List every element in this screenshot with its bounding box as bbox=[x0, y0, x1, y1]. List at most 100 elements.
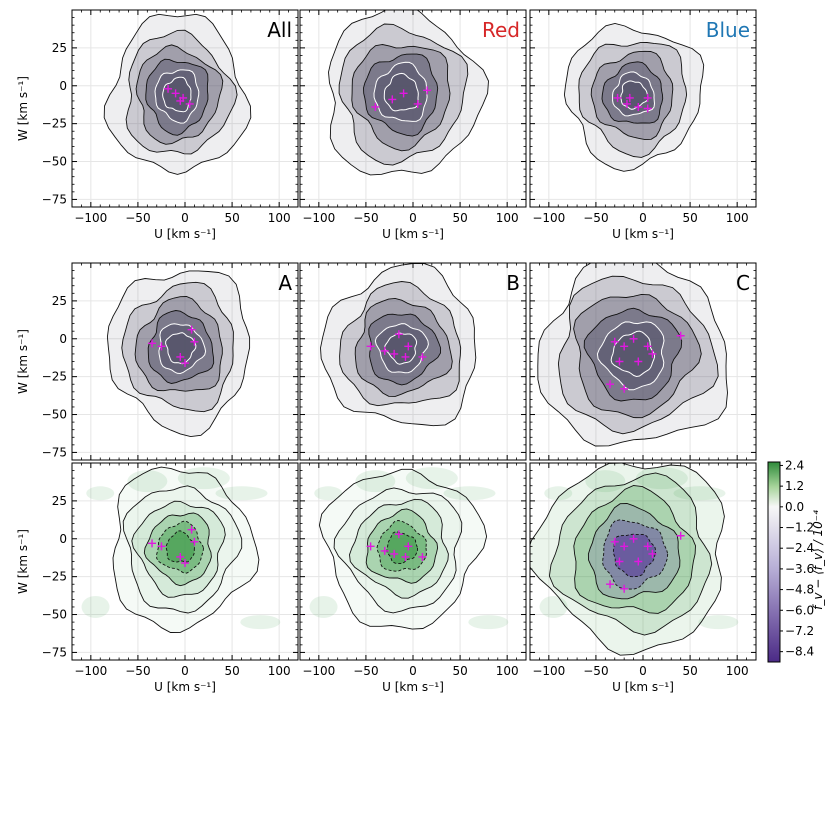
colorbar-tick-label: 1.2 bbox=[785, 479, 804, 493]
contour-line bbox=[156, 520, 204, 574]
peak-marker bbox=[423, 86, 432, 95]
x-tick-label: −100 bbox=[74, 211, 107, 225]
peak-marker bbox=[413, 99, 422, 108]
x-axis-label: U [km s⁻¹] bbox=[612, 227, 674, 241]
x-tick-label: −100 bbox=[532, 211, 565, 225]
panel-c: C bbox=[529, 262, 757, 461]
panel-c-residual: −100 −50 0 50 100 U [km s⁻¹] bbox=[529, 462, 757, 694]
peak-marker bbox=[620, 342, 629, 351]
contour-line bbox=[165, 530, 196, 563]
panel-all: All −100 −50 0 50 100 U [km s⁻¹] 25 0 −25 −50 −75 W … bbox=[16, 9, 299, 241]
contour-line bbox=[373, 61, 428, 122]
residual-patch bbox=[443, 486, 496, 501]
y-tick-label: 0 bbox=[59, 332, 67, 346]
contour-line bbox=[135, 44, 224, 145]
contour-line bbox=[134, 296, 223, 392]
x-tick-label: 0 bbox=[639, 664, 647, 678]
peak-marker bbox=[366, 542, 375, 551]
peak-marker bbox=[157, 342, 166, 351]
peak-marker bbox=[190, 337, 199, 346]
peak-marker bbox=[634, 102, 643, 111]
contour-line bbox=[530, 463, 725, 656]
residual-patch bbox=[177, 467, 230, 490]
residual-patch bbox=[698, 615, 739, 630]
contour-line bbox=[578, 42, 688, 158]
contour-line bbox=[131, 500, 226, 598]
peak-marker bbox=[629, 334, 638, 343]
x-tick-label: −100 bbox=[302, 664, 335, 678]
contour-line bbox=[162, 76, 192, 113]
peak-marker bbox=[648, 349, 657, 358]
x-tick-label: −50 bbox=[125, 211, 150, 225]
contour-line bbox=[557, 275, 719, 435]
peak-marker bbox=[388, 95, 397, 104]
y-tick-label: 0 bbox=[59, 79, 67, 93]
contour-line bbox=[349, 498, 449, 599]
colorbar-tick-label: 0.0 bbox=[785, 500, 804, 514]
peak-marker bbox=[187, 325, 196, 334]
peak-marker bbox=[629, 534, 638, 543]
x-tick-label: 100 bbox=[496, 211, 519, 225]
residual-patch bbox=[309, 595, 338, 618]
panel-label: Red bbox=[482, 18, 520, 42]
x-axis-label: U [km s⁻¹] bbox=[154, 227, 216, 241]
y-tick-label: −75 bbox=[42, 192, 67, 206]
peak-marker bbox=[634, 357, 643, 366]
peak-marker bbox=[148, 339, 157, 348]
contour-line bbox=[103, 13, 252, 175]
y-tick-label: −75 bbox=[42, 645, 67, 659]
peak-marker bbox=[185, 99, 194, 108]
peak-marker bbox=[610, 337, 619, 346]
x-tick-label: −50 bbox=[583, 664, 608, 678]
peak-marker bbox=[176, 352, 185, 361]
y-tick-label: −25 bbox=[42, 570, 67, 584]
y-tick-label: 25 bbox=[52, 294, 67, 308]
peak-marker bbox=[181, 559, 189, 568]
peak-marker bbox=[371, 102, 380, 111]
contour-line bbox=[154, 69, 200, 124]
contour-line bbox=[145, 58, 209, 136]
panel-blue: Blue −100 −50 0 50 100 U [km s⁻¹] bbox=[529, 9, 757, 241]
residual-patch bbox=[215, 486, 268, 501]
peak-marker bbox=[164, 84, 173, 93]
residual-patch bbox=[544, 486, 573, 501]
x-tick-label: −50 bbox=[125, 664, 150, 678]
y-tick-label: −50 bbox=[42, 608, 67, 622]
peak-marker bbox=[643, 342, 652, 351]
peak-marker bbox=[643, 542, 652, 551]
y-tick-label: 25 bbox=[52, 41, 67, 55]
peak-marker bbox=[676, 531, 685, 540]
x-tick-label: 50 bbox=[452, 664, 467, 678]
peak-marker bbox=[190, 537, 199, 546]
contour-line bbox=[386, 531, 419, 565]
peak-marker bbox=[643, 93, 652, 102]
y-tick-label: 25 bbox=[52, 494, 67, 508]
x-tick-label: −100 bbox=[532, 664, 565, 678]
contour-line bbox=[328, 10, 489, 176]
peak-marker bbox=[176, 96, 185, 105]
x-tick-label: 50 bbox=[682, 664, 697, 678]
panel-label: All bbox=[267, 18, 292, 42]
residual-patch bbox=[240, 615, 281, 630]
peak-marker bbox=[176, 552, 185, 561]
contour-line bbox=[318, 468, 488, 630]
x-axis-label: U [km s⁻¹] bbox=[154, 680, 216, 694]
peak-marker bbox=[171, 89, 180, 98]
contour-line bbox=[563, 23, 705, 172]
colorbar-tick-label: −3.6 bbox=[785, 562, 814, 576]
panel-a: A 25 0 −25 −50 −75 W [km s⁻¹] bbox=[16, 262, 299, 461]
colorbar-tick-label: −8.4 bbox=[785, 645, 814, 659]
x-tick-label: 0 bbox=[409, 664, 417, 678]
panel-b: B bbox=[299, 262, 527, 461]
y-tick-label: −25 bbox=[42, 370, 67, 384]
contour-line bbox=[573, 485, 696, 614]
colorbar-tick-label: −4.8 bbox=[785, 583, 814, 597]
contour-line bbox=[165, 332, 197, 365]
peak-marker bbox=[606, 380, 615, 389]
contour-line bbox=[121, 281, 234, 413]
x-tick-label: 50 bbox=[224, 664, 239, 678]
peak-marker bbox=[610, 537, 619, 546]
peak-marker bbox=[380, 546, 389, 555]
peak-marker bbox=[625, 93, 634, 102]
